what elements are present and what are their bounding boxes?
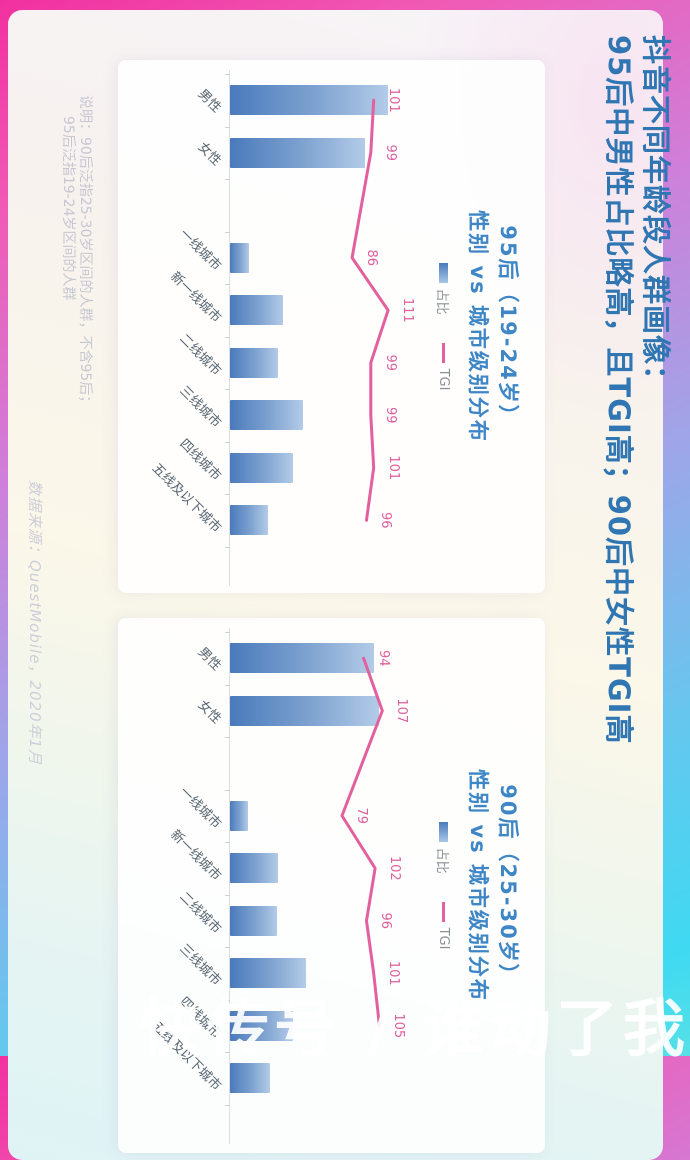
tgi-value-label: 96	[378, 511, 394, 529]
tgi-value-label: 107	[394, 698, 410, 724]
tgi-value-label: 101	[385, 455, 401, 481]
tgi-value-label: 79	[354, 807, 369, 825]
bar-男性	[230, 643, 374, 674]
axis-tick	[225, 1104, 230, 1106]
bar-女性	[230, 137, 365, 168]
axis-tick	[225, 389, 230, 390]
axis-tick	[225, 284, 230, 285]
chart-panel-90hou: 90后（25-30岁） 性别 vs 城市级别分布 占比 TGI 男性 女性 一线城市…	[118, 618, 545, 1153]
tgi-value-label: 102	[387, 855, 403, 881]
bar-女性	[230, 695, 380, 726]
main-title-line2: 95后中男性占比略高，且TGI高；90后中女性TGI高	[602, 35, 636, 745]
tgi-value-label: 96	[378, 912, 394, 930]
plot-area: 男性 女性 一线城市 新一线城市 二线城市 三线城市 四线城市 五线及以下城市 94 107 79 1…	[118, 618, 545, 1153]
axis-tick	[225, 789, 230, 791]
bar-二线城市	[230, 347, 279, 378]
tgi-value-label: 99	[382, 354, 398, 372]
axis-tick	[225, 74, 230, 75]
watermark: 快传号 / 谁动了我的刀	[140, 992, 690, 1065]
axis-tick	[225, 947, 230, 948]
axis-tick	[225, 894, 230, 896]
bar-二线城市	[230, 905, 277, 936]
bar-三线城市	[230, 400, 304, 431]
tgi-value-label: 99	[382, 144, 398, 162]
axis-tick	[225, 179, 230, 180]
footnote-line2: 95后泛指19-24岁区间的人群	[60, 116, 76, 301]
axis-tick	[225, 126, 230, 128]
tgi-value-label: 94	[375, 649, 391, 667]
axis-tick	[225, 684, 230, 686]
plot-area: 男性 女性 一线城市 新一线城市 二线城市 三线城市 四线城市 五线及以下城市 101 99 86 1…	[118, 60, 545, 593]
footnote-line1: 说明：90后泛指25-30岁区间的人群，不含95后；	[77, 95, 93, 410]
tgi-value-label: 111	[400, 297, 416, 323]
bar-五线及以下城市	[230, 505, 269, 536]
bar-新一线城市	[230, 295, 283, 326]
bar-一线城市	[230, 800, 248, 831]
axis-tick	[225, 632, 230, 633]
bar-一线城市	[230, 242, 250, 273]
axis-tick	[225, 546, 230, 548]
bar-男性	[230, 85, 389, 116]
axis-tick	[225, 336, 230, 338]
tgi-value-label: 101	[385, 87, 401, 113]
tgi-value-label: 86	[364, 249, 380, 267]
axis-tick	[225, 737, 230, 738]
axis-tick	[225, 494, 230, 495]
main-title-line1: 抖音不同年龄段人群画像：	[639, 35, 673, 396]
data-source: 数据来源：QuestMobile，2020年1月	[26, 480, 44, 766]
footnote: 说明：90后泛指25-30岁区间的人群，不含95后； 95后泛指19-24岁区间…	[59, 95, 93, 409]
bar-四线城市	[230, 452, 293, 483]
main-title: 抖音不同年龄段人群画像： 95后中男性占比略高，且TGI高；90后中女性TGI高	[600, 35, 674, 744]
axis-tick	[225, 441, 230, 443]
axis-tick	[225, 231, 230, 233]
tgi-value-label: 99	[382, 406, 398, 424]
bar-新一线城市	[230, 853, 279, 884]
chart-panel-95hou: 95后（19-24岁） 性别 vs 城市级别分布 占比 TGI 男性 女性 一线城市…	[118, 60, 545, 593]
axis-tick	[225, 842, 230, 843]
